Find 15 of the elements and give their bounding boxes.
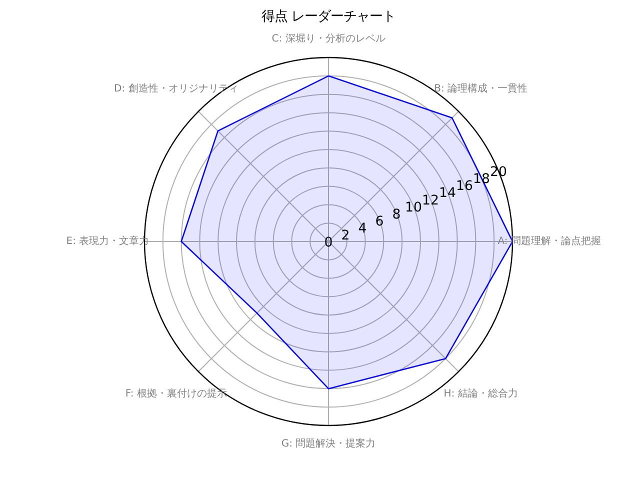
spoke-label: C: 深堀り・分析のレベル: [272, 32, 386, 45]
y-tick-label: 4: [358, 221, 367, 236]
spoke-label: H: 結論・総合力: [444, 387, 518, 400]
y-tick-label: 12: [422, 193, 439, 208]
y-tick-label: 10: [405, 200, 422, 216]
y-tick-label: 0: [324, 236, 333, 250]
spoke-label: G: 問題解決・提案力: [281, 437, 376, 450]
y-tick-label: 14: [439, 186, 456, 202]
spoke-label: B: 論理構成・一貫性: [434, 82, 528, 95]
y-tick-label: 2: [341, 228, 350, 244]
y-tick-label: 16: [456, 179, 473, 194]
y-tick-label: 6: [375, 214, 384, 230]
y-tick-label: 8: [392, 207, 401, 222]
spoke-label: F: 根拠・裏付けの提示: [125, 387, 227, 400]
chart-title: 得点 レーダーチャート: [261, 10, 396, 25]
